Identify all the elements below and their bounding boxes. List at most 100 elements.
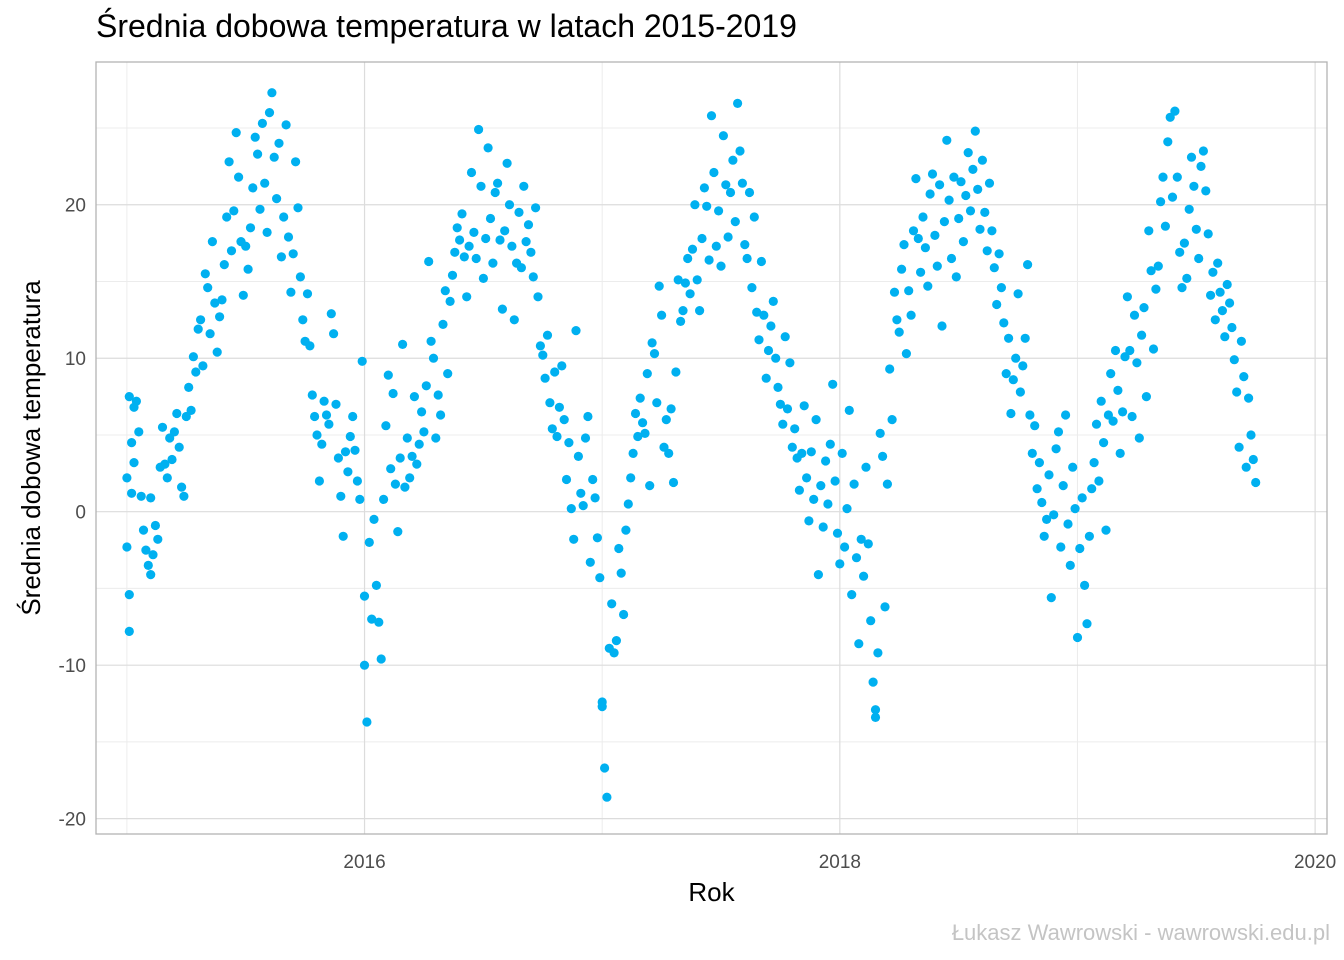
data-point — [134, 427, 144, 437]
data-point — [569, 534, 579, 544]
data-point — [124, 590, 134, 600]
data-point — [958, 237, 969, 247]
data-point — [1075, 543, 1085, 554]
data-point — [704, 255, 714, 265]
data-point — [638, 418, 648, 428]
data-point — [509, 315, 519, 325]
data-point — [1113, 385, 1123, 395]
y-tick-label: 20 — [65, 196, 86, 217]
data-point — [502, 158, 512, 168]
data-point — [647, 338, 657, 348]
data-point — [1134, 433, 1144, 443]
data-point — [573, 451, 584, 461]
data-point — [645, 481, 655, 491]
data-point — [457, 209, 467, 219]
data-point — [424, 256, 434, 267]
data-point — [464, 241, 474, 251]
data-point — [657, 310, 667, 320]
data-point — [685, 289, 695, 299]
data-point — [1037, 497, 1047, 508]
data-point — [1189, 181, 1199, 191]
data-point — [443, 369, 453, 379]
x-tick-label: 2018 — [819, 852, 861, 873]
data-point — [1167, 192, 1178, 202]
data-point — [1025, 410, 1035, 420]
data-point — [626, 473, 636, 483]
data-point — [355, 494, 365, 504]
data-point — [970, 126, 980, 136]
data-point — [540, 373, 550, 383]
data-point — [481, 233, 491, 244]
data-point — [340, 447, 351, 457]
data-point — [507, 241, 517, 251]
data-point — [968, 164, 978, 174]
data-point — [600, 763, 610, 773]
data-point — [1251, 477, 1261, 488]
data-point — [996, 283, 1007, 293]
data-point — [1217, 306, 1227, 316]
data-point — [566, 504, 576, 514]
data-point — [1234, 442, 1244, 452]
data-point — [939, 217, 950, 227]
data-point — [1091, 419, 1102, 429]
data-point — [179, 491, 189, 501]
data-point — [504, 200, 515, 210]
data-point — [728, 155, 738, 165]
data-point — [773, 382, 783, 392]
data-point — [295, 272, 305, 282]
data-point — [547, 424, 557, 434]
data-point — [310, 411, 320, 422]
data-point — [1084, 531, 1094, 541]
data-point — [476, 181, 486, 191]
data-point — [193, 324, 203, 334]
data-point — [1146, 266, 1156, 276]
data-point — [716, 261, 726, 271]
data-point — [428, 353, 439, 363]
data-point — [1203, 229, 1213, 239]
data-point — [987, 226, 997, 236]
y-tick-label: -10 — [59, 656, 86, 677]
data-point — [466, 167, 477, 178]
data-point — [880, 602, 890, 612]
data-point — [1056, 542, 1066, 552]
data-point — [744, 187, 755, 198]
data-point — [350, 445, 360, 455]
data-point — [1125, 345, 1135, 356]
data-point — [1087, 484, 1097, 494]
data-point — [961, 190, 971, 201]
data-point — [283, 232, 294, 242]
data-point — [1160, 221, 1170, 231]
data-point — [870, 712, 881, 723]
data-point — [514, 207, 524, 217]
plot-panel-background — [96, 62, 1327, 834]
data-point — [138, 525, 149, 535]
data-point — [842, 504, 852, 514]
data-point — [336, 491, 346, 501]
data-point — [198, 361, 208, 371]
data-point — [592, 533, 603, 543]
data-point — [352, 476, 362, 486]
data-point — [462, 292, 472, 302]
data-point — [1175, 247, 1185, 257]
data-point — [1013, 289, 1023, 299]
data-point — [535, 341, 546, 351]
data-point — [129, 458, 139, 468]
data-point — [364, 537, 374, 548]
plot-panel-border — [95, 61, 1328, 835]
data-point — [790, 424, 800, 434]
data-point — [607, 599, 617, 609]
data-point — [200, 269, 210, 279]
data-point — [721, 180, 731, 190]
data-point — [531, 203, 541, 213]
data-point — [654, 281, 664, 291]
data-point — [766, 321, 776, 331]
y-axis-ticks: -20 -10 0 10 20 — [59, 196, 86, 831]
data-point — [999, 318, 1009, 328]
y-tick-label: 10 — [65, 349, 86, 370]
data-point — [141, 545, 151, 555]
data-point — [975, 224, 985, 234]
data-point — [725, 187, 736, 198]
data-point — [1089, 458, 1099, 468]
data-point — [918, 212, 928, 222]
data-point — [276, 252, 286, 262]
